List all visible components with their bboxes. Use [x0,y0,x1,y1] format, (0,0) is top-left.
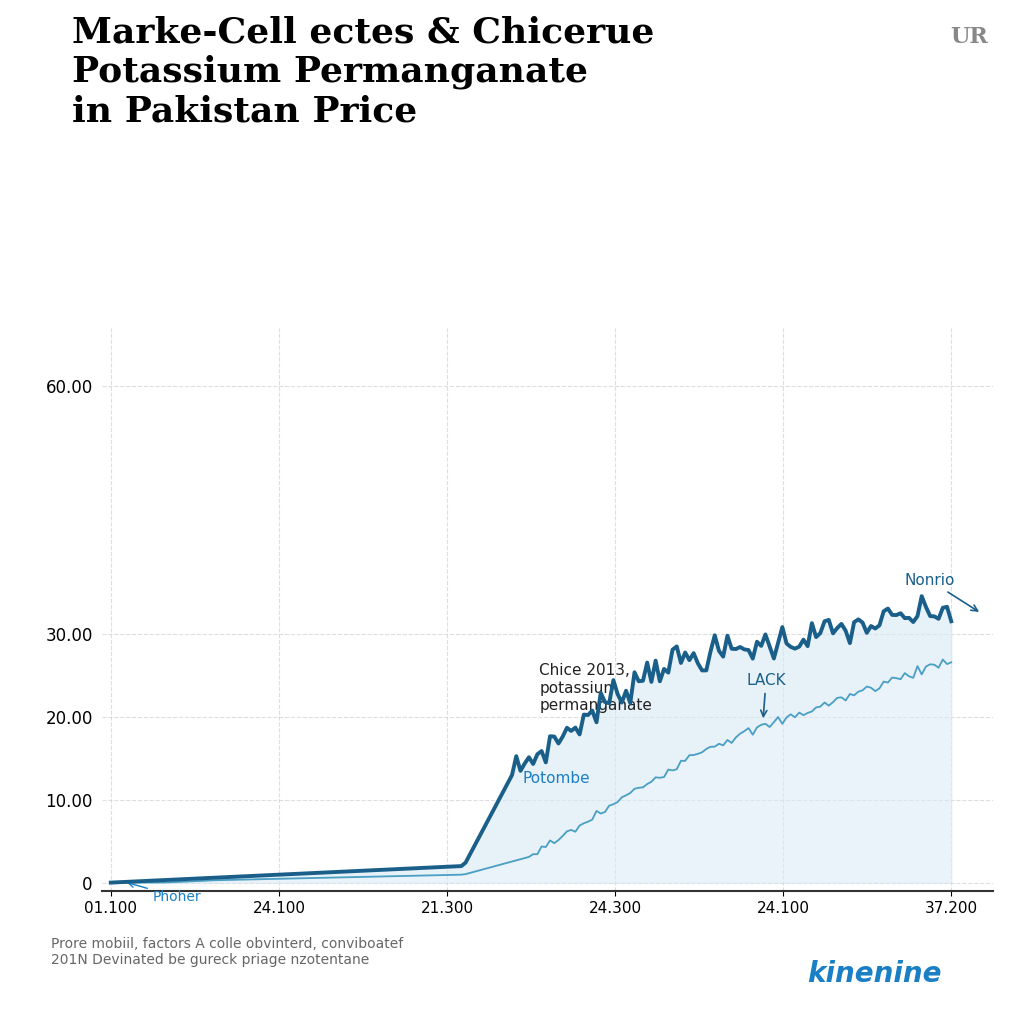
Text: Marke-Cell ectes & Chicerue
Potassium Permanganate
in Pakistan Price: Marke-Cell ectes & Chicerue Potassium Pe… [72,15,654,129]
Text: Potombe: Potombe [522,771,590,785]
Text: Prore mobiil, factors A colle obvinterd, conviboatef
201N Devinated be gureck pr: Prore mobiil, factors A colle obvinterd,… [51,937,403,967]
Text: Phoher: Phoher [128,882,202,904]
Text: kinenine: kinenine [808,961,942,988]
Text: Chice 2013,
potassium
permanganate: Chice 2013, potassium permanganate [540,664,652,713]
Text: LACK: LACK [746,673,785,717]
Text: UR: UR [950,26,988,47]
Text: Nonrio: Nonrio [904,572,978,611]
